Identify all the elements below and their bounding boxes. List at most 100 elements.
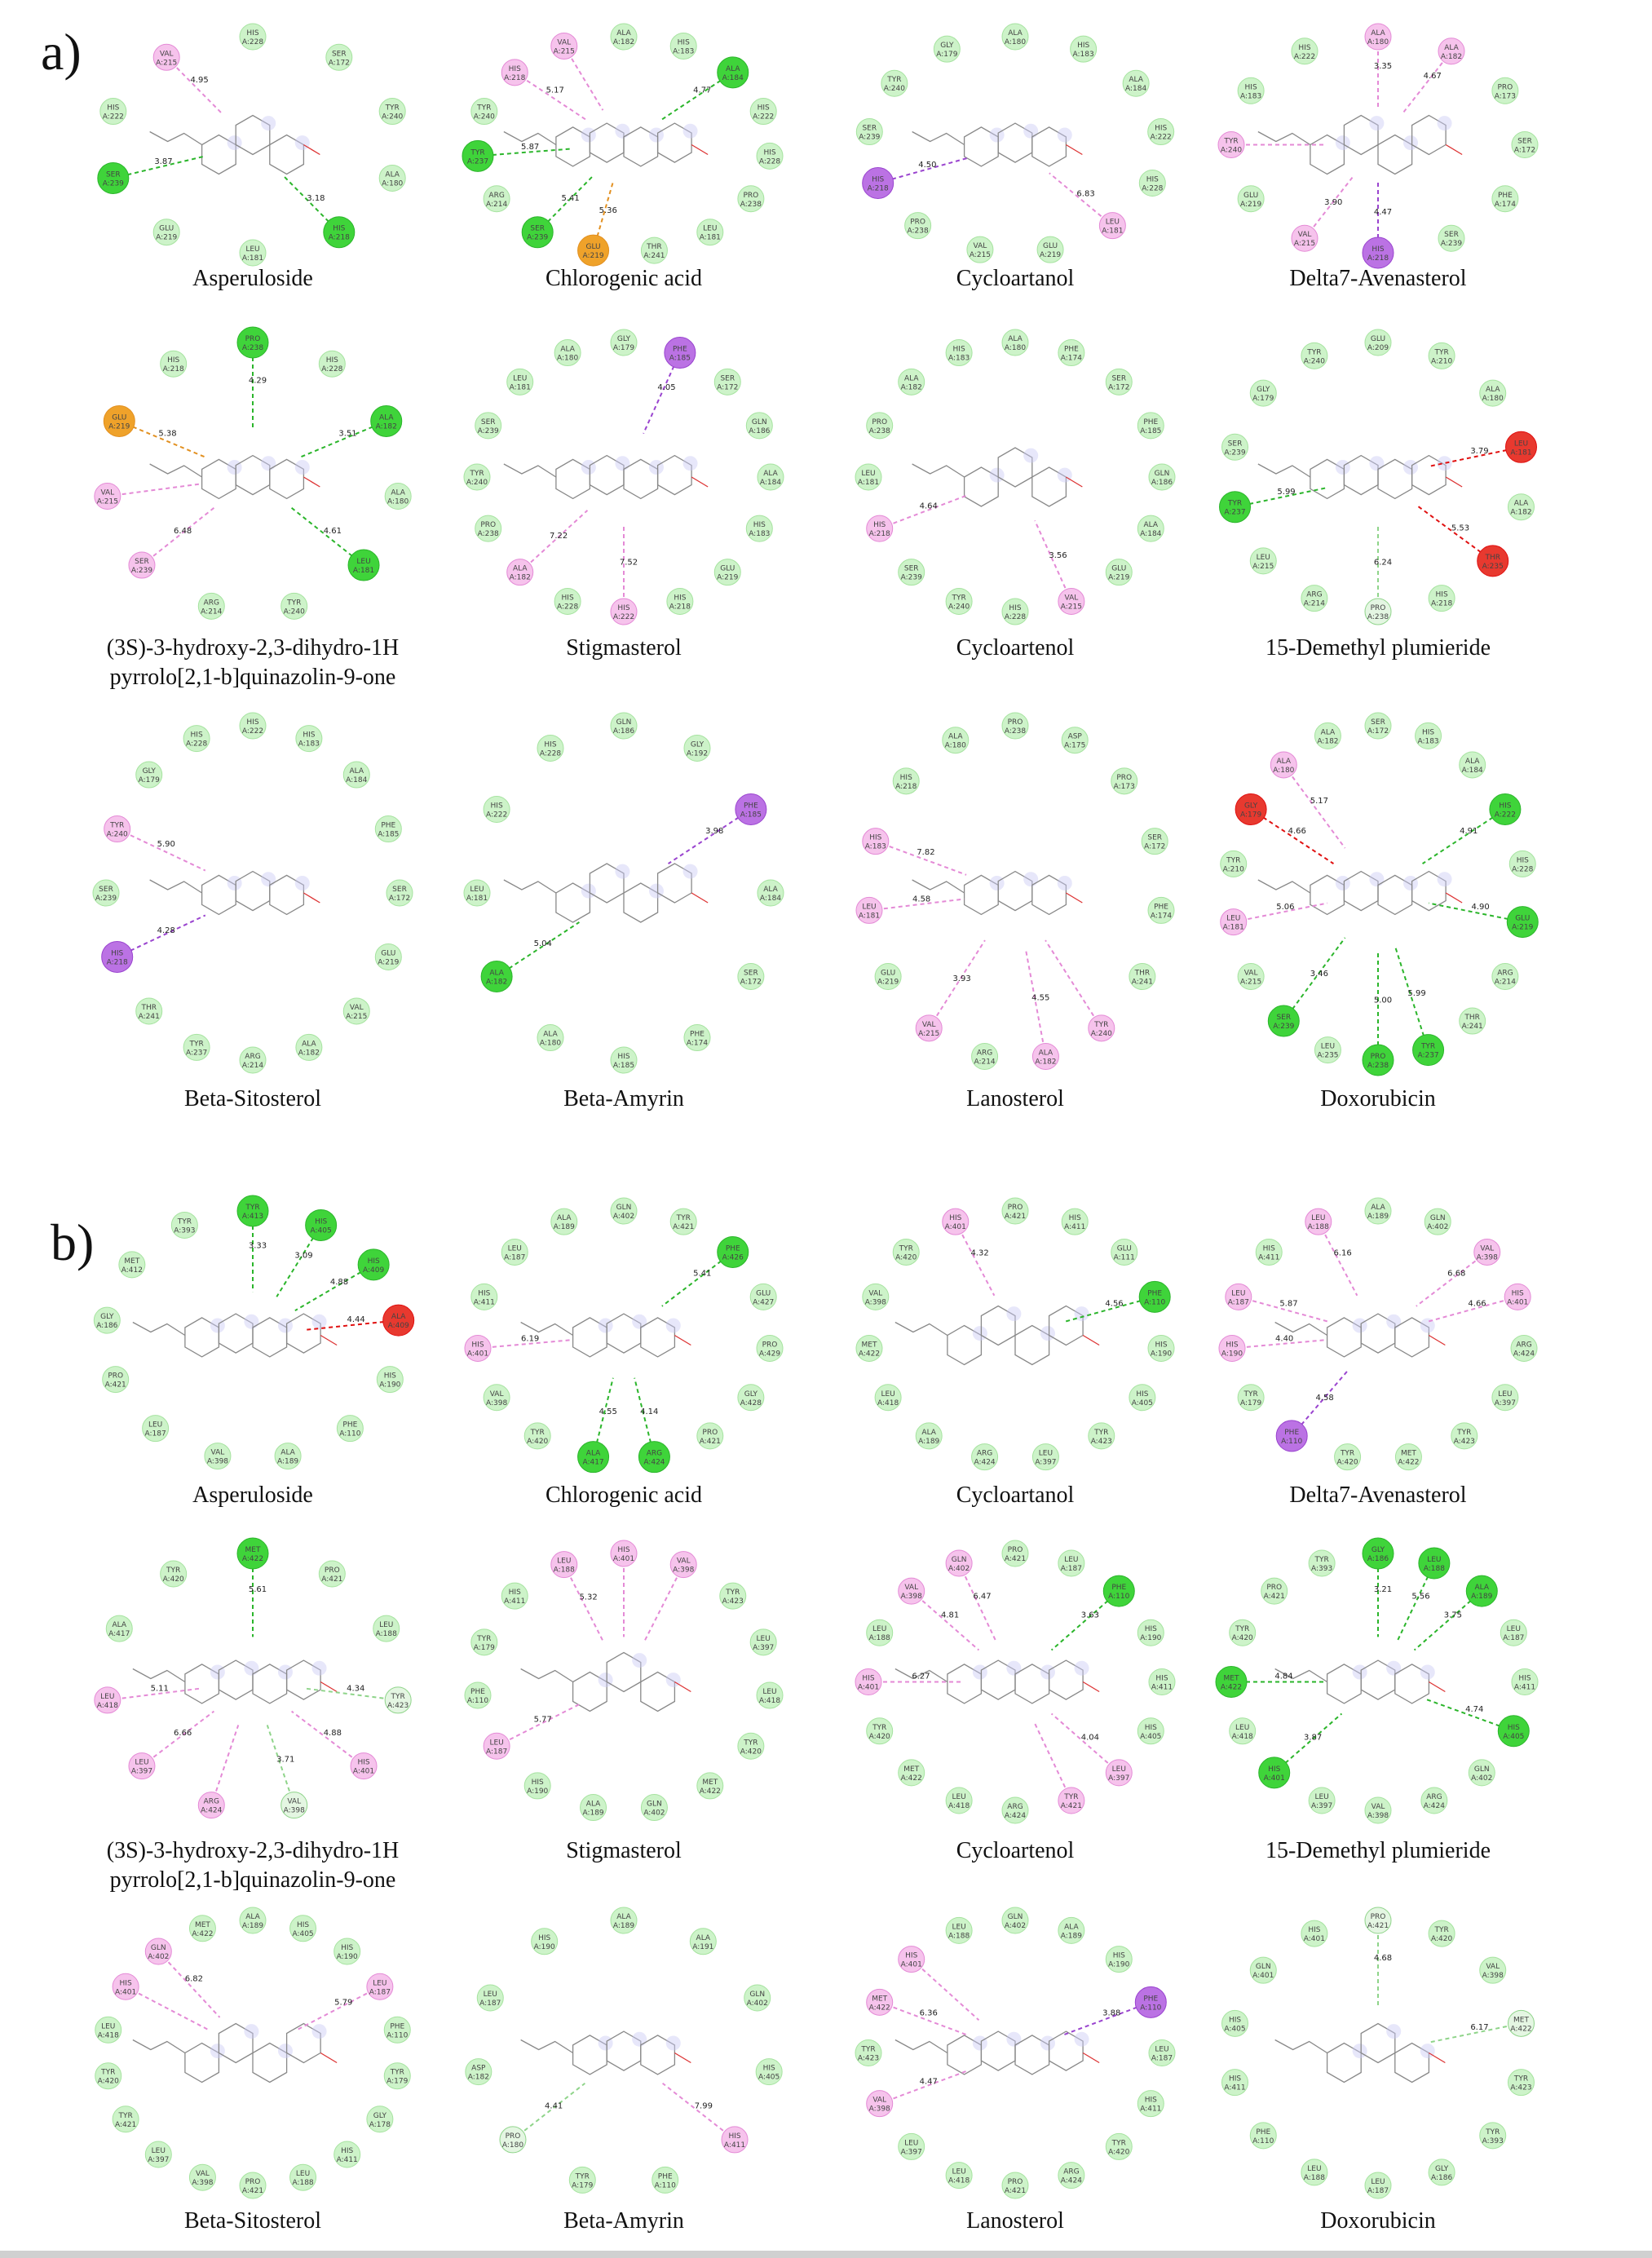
residue-name: HIS	[1146, 175, 1159, 183]
residue-id: A:405	[1140, 1733, 1161, 1741]
residue-id: A:418	[877, 1399, 899, 1407]
residue-id: A:183	[948, 355, 970, 363]
residue-name: TYR	[530, 1429, 545, 1437]
residue-id: A:110	[1252, 2137, 1274, 2145]
residue-name: ALA	[385, 170, 400, 179]
residue	[236, 326, 269, 359]
residue-id: A:401	[945, 1223, 966, 1231]
residue	[1237, 185, 1265, 213]
residue-id: A:421	[700, 1438, 721, 1446]
residue-id: A:423	[1510, 2084, 1531, 2092]
residue-name: PRO	[1266, 1584, 1282, 1592]
residue-id: A:424	[1005, 1812, 1026, 1820]
atom-halo	[210, 1318, 225, 1333]
residue	[280, 1792, 308, 1819]
molecule	[1257, 454, 1463, 500]
residue-name: SER	[481, 418, 496, 426]
residue-name: GLU	[1111, 565, 1126, 573]
residue-id: A:185	[1140, 427, 1161, 435]
caption: Cycloartanol	[956, 1483, 1075, 1508]
residue	[580, 1794, 607, 1822]
residue-name: HIS	[1518, 1675, 1531, 1683]
residue-id: A:240	[1091, 1030, 1112, 1038]
residue-name: GLY	[617, 335, 631, 343]
residue	[689, 1928, 717, 1955]
residue	[866, 412, 894, 440]
residue-id: A:405	[1132, 1399, 1153, 1407]
distance-label: 5.06	[1276, 903, 1294, 912]
residue-name: HIS	[1155, 1675, 1168, 1683]
interaction-line	[928, 939, 986, 1029]
residue-id: A:239	[859, 134, 880, 142]
residue-id: A:239	[527, 234, 548, 242]
distance-label: 4.66	[1288, 827, 1306, 836]
residue-id: A:219	[877, 979, 899, 987]
residue	[1301, 342, 1328, 369]
interaction-line	[1426, 1296, 1518, 1323]
residue-name: ARG	[245, 1053, 260, 1061]
residue-name: HIS	[471, 1341, 484, 1349]
residue	[1217, 131, 1245, 158]
residue-name: LEU	[1155, 2046, 1168, 2054]
residue-name: ALA	[489, 970, 504, 978]
residue	[855, 463, 882, 491]
residue-id: A:179	[936, 51, 957, 59]
residue-name: MET	[1224, 1675, 1239, 1683]
residue-name: TYR	[899, 1244, 913, 1253]
residue-name: GLY	[1372, 1546, 1385, 1554]
residue-id: A:241	[1132, 979, 1153, 987]
residue	[1364, 1796, 1392, 1824]
residue-name: PHE	[673, 346, 687, 354]
residue-id: A:402	[948, 1565, 970, 1573]
residue-name: LEU	[881, 1390, 894, 1399]
residue-id: A:188	[948, 1932, 970, 1940]
residue-id: A:228	[557, 603, 578, 611]
residue-id: A:181	[858, 479, 879, 487]
residue-name: HIS	[1155, 125, 1167, 133]
residue-name: TYR	[1340, 1450, 1354, 1458]
residue-id: A:188	[292, 2179, 313, 2187]
residue-name: HIS	[1245, 83, 1257, 91]
chain	[132, 1668, 186, 1683]
residue-id: A:172	[1367, 727, 1389, 736]
ring	[589, 122, 625, 163]
residue	[1111, 767, 1138, 795]
residue-id: A:420	[869, 1733, 890, 1741]
residue-id: A:420	[163, 1575, 184, 1584]
residue-id: A:420	[895, 1253, 917, 1262]
residue	[1364, 329, 1392, 356]
residue-id: A:215	[1294, 240, 1315, 248]
atom-halo	[1420, 1318, 1435, 1333]
caption: Cycloartenol	[956, 1838, 1075, 1863]
residue-id: A:412	[121, 1266, 143, 1275]
residue-id: A:210	[1223, 865, 1244, 873]
residue-name: PHE	[1256, 2128, 1270, 2136]
ring	[1394, 1317, 1430, 1358]
chain	[149, 879, 202, 894]
residue-id: A:238	[908, 228, 929, 236]
residue-name: MET	[872, 1995, 887, 2003]
residue-name: TYR	[1433, 348, 1448, 356]
interaction-line	[107, 1687, 202, 1701]
oxygen-bond	[303, 892, 320, 904]
residue-id: A:215	[346, 1013, 367, 1021]
residue-id: A:190	[337, 1953, 358, 1961]
interaction-line	[282, 175, 340, 233]
residue-id: A:393	[174, 1226, 195, 1235]
residue	[898, 559, 925, 586]
distance-label: 5.90	[157, 840, 175, 849]
residue	[1137, 515, 1164, 542]
residue-name: HIS	[1298, 44, 1310, 52]
residue	[523, 1422, 551, 1450]
residue-id: A:398	[1367, 1812, 1389, 1820]
residue-id: A:189	[1367, 1213, 1389, 1221]
residue	[1479, 1956, 1507, 1984]
atom-halo	[989, 876, 1005, 890]
residue	[744, 1984, 771, 2012]
atom-halo	[1352, 1318, 1367, 1333]
residue-id: A:191	[692, 1943, 713, 1951]
residue-id: A:398	[192, 2179, 213, 2187]
residue	[465, 2058, 493, 2086]
residue-id: A:239	[103, 179, 124, 188]
